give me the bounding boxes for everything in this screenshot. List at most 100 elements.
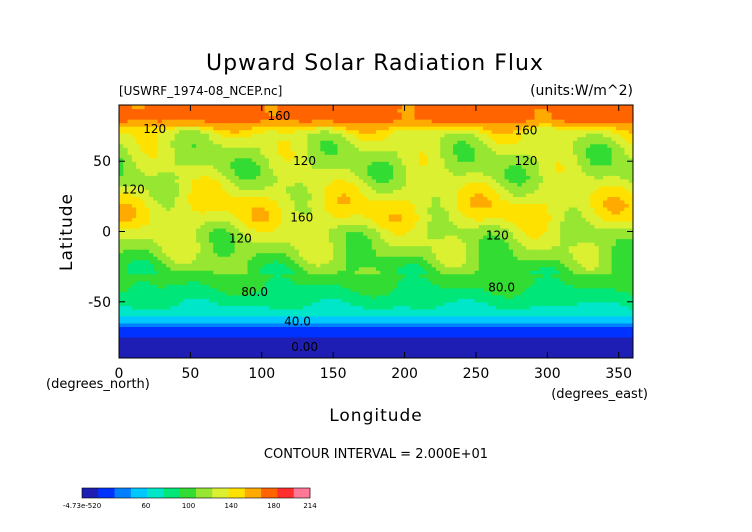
heatmap-cell — [337, 319, 343, 324]
heatmap-cell — [444, 220, 450, 226]
heatmap-cell — [405, 347, 411, 352]
heatmap-cell — [307, 284, 313, 289]
heatmap-cell — [320, 263, 326, 268]
heatmap-cell — [328, 343, 334, 349]
heatmap-cell — [483, 217, 488, 222]
heatmap-cell — [628, 354, 633, 358]
heatmap-cell — [290, 277, 296, 282]
heatmap-cell — [174, 294, 180, 299]
heatmap-cell — [196, 336, 201, 342]
heatmap-cell — [423, 329, 428, 335]
heatmap-cell — [371, 213, 377, 219]
heatmap-cell — [298, 343, 304, 349]
heatmap-cell — [465, 287, 471, 292]
heatmap-cell — [384, 217, 390, 222]
heatmap-cell — [551, 242, 557, 247]
heatmap-cell — [543, 266, 548, 271]
heatmap-cell — [388, 210, 394, 215]
heatmap-cell — [504, 249, 510, 254]
heatmap-cell — [427, 336, 433, 342]
heatmap-cell — [611, 252, 617, 257]
heatmap-cell — [358, 305, 364, 310]
heatmap-cell — [311, 273, 317, 278]
heatmap-cell — [573, 249, 578, 254]
heatmap-cell — [380, 298, 386, 303]
heatmap-cell — [431, 235, 437, 240]
heatmap-cell — [281, 273, 287, 278]
heatmap-cell — [119, 273, 124, 278]
heatmap-cell — [590, 322, 596, 327]
heatmap-cell — [123, 336, 129, 342]
heatmap-cell — [624, 329, 630, 335]
heatmap-cell — [307, 322, 313, 327]
heatmap-cell — [123, 322, 129, 327]
heatmap-cell — [431, 312, 437, 317]
heatmap-cell — [144, 305, 150, 310]
heatmap-cell — [483, 277, 488, 282]
heatmap-cell — [457, 231, 463, 236]
heatmap-cell — [268, 340, 274, 345]
heatmap-cell — [487, 242, 493, 247]
heatmap-cell — [161, 305, 167, 310]
heatmap-cell — [388, 256, 394, 261]
heatmap-cell — [376, 227, 381, 233]
heatmap-cell — [453, 301, 458, 306]
heatmap-cell — [333, 273, 339, 278]
heatmap-cell — [238, 213, 244, 219]
heatmap-cell — [337, 329, 343, 335]
heatmap-cell — [208, 256, 214, 261]
heatmap-cell — [260, 301, 266, 306]
heatmap-cell — [273, 224, 279, 229]
heatmap-cell — [311, 343, 317, 349]
heatmap-cell — [474, 291, 480, 296]
heatmap-cell — [410, 220, 416, 226]
heatmap-cell — [174, 315, 180, 320]
heatmap-cell — [131, 256, 137, 261]
heatmap-cell — [337, 298, 343, 303]
heatmap-cell — [440, 347, 446, 352]
heatmap-cell — [414, 270, 420, 275]
heatmap-cell — [230, 284, 236, 289]
heatmap-cell — [547, 235, 553, 240]
heatmap-cell — [316, 354, 321, 358]
heatmap-cell — [594, 347, 600, 352]
heatmap-cell — [243, 231, 249, 236]
heatmap-cell — [166, 235, 171, 240]
heatmap-cell — [577, 242, 583, 247]
heatmap-cell — [260, 280, 266, 285]
heatmap-cell — [624, 231, 630, 236]
heatmap-cell — [303, 308, 309, 313]
heatmap-cell — [298, 350, 304, 356]
heatmap-cell — [196, 298, 201, 303]
heatmap-cell — [148, 305, 154, 310]
heatmap-cell — [405, 245, 411, 250]
heatmap-cell — [547, 249, 553, 254]
heatmap-cell — [573, 298, 578, 303]
heatmap-cell — [290, 280, 296, 285]
heatmap-cell — [174, 249, 180, 254]
heatmap-cell — [127, 227, 133, 233]
heatmap-cell — [393, 266, 399, 271]
heatmap-cell — [564, 266, 570, 271]
heatmap-cell — [221, 347, 227, 352]
heatmap-cell — [534, 245, 540, 250]
heatmap-cell — [264, 249, 270, 254]
heatmap-cell — [431, 270, 437, 275]
heatmap-cell — [131, 354, 137, 358]
heatmap-cell — [487, 270, 493, 275]
heatmap-cell — [286, 343, 291, 349]
heatmap-cell — [247, 340, 253, 345]
heatmap-cell — [337, 350, 343, 356]
heatmap-cell — [324, 252, 330, 257]
heatmap-cell — [388, 322, 394, 327]
heatmap-cell — [337, 224, 343, 229]
heatmap-cell — [508, 340, 514, 345]
heatmap-cell — [590, 227, 596, 233]
heatmap-cell — [483, 280, 488, 285]
heatmap-cell — [148, 340, 154, 345]
heatmap-cell — [333, 312, 339, 317]
heatmap-cell — [333, 210, 339, 215]
heatmap-cell — [393, 340, 399, 345]
heatmap-cell — [298, 312, 304, 317]
heatmap-cell — [564, 301, 570, 306]
